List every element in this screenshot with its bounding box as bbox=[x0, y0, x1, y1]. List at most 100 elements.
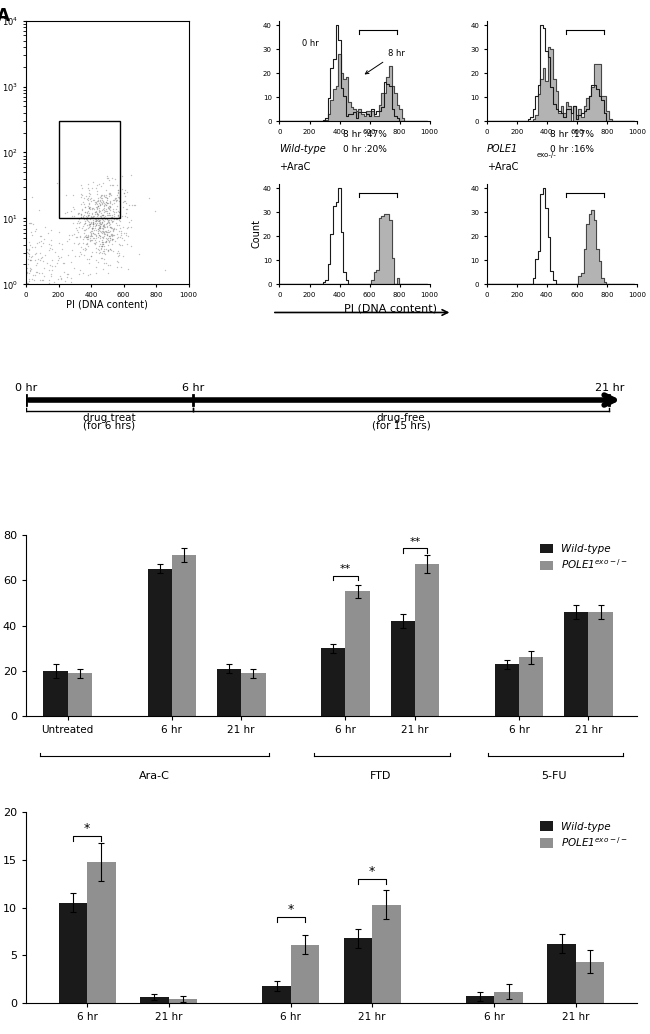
Point bbox=[120, 192, 130, 209]
Point bbox=[34, 265, 44, 281]
Text: 0 hr: 0 hr bbox=[302, 39, 318, 48]
Point bbox=[96, 189, 107, 206]
Point bbox=[114, 212, 125, 229]
Point bbox=[73, 206, 83, 222]
Point bbox=[112, 182, 123, 199]
Point bbox=[21, 265, 32, 281]
Point bbox=[114, 217, 125, 234]
Point bbox=[99, 241, 109, 257]
Point bbox=[103, 205, 114, 221]
Point bbox=[75, 188, 86, 205]
Point bbox=[46, 317, 56, 334]
Point bbox=[96, 189, 106, 206]
Point bbox=[112, 245, 122, 262]
Point bbox=[79, 207, 89, 223]
Point bbox=[98, 216, 109, 233]
Point bbox=[108, 177, 118, 193]
Point bbox=[69, 261, 79, 277]
Point bbox=[101, 280, 112, 297]
Point bbox=[28, 281, 38, 298]
Point bbox=[91, 240, 101, 256]
Point bbox=[98, 206, 109, 222]
Point bbox=[25, 263, 35, 279]
Point bbox=[99, 254, 109, 271]
Point bbox=[24, 286, 34, 303]
Point bbox=[114, 211, 124, 227]
Point bbox=[109, 219, 120, 236]
Point bbox=[91, 216, 101, 233]
Point bbox=[66, 227, 77, 244]
Point bbox=[90, 203, 101, 219]
Point bbox=[79, 215, 89, 232]
Text: +AraC: +AraC bbox=[280, 161, 311, 172]
Point bbox=[105, 329, 115, 345]
Point bbox=[101, 201, 112, 217]
Point bbox=[86, 206, 97, 222]
Point bbox=[83, 190, 93, 207]
Point bbox=[35, 278, 46, 295]
Point bbox=[91, 227, 101, 244]
Point bbox=[75, 227, 85, 244]
Point bbox=[122, 184, 132, 201]
Point bbox=[90, 194, 100, 211]
Point bbox=[87, 219, 98, 236]
Point bbox=[56, 248, 66, 265]
Point bbox=[62, 233, 72, 249]
Point bbox=[107, 219, 117, 236]
Point bbox=[46, 222, 56, 239]
Point bbox=[87, 200, 98, 216]
Point bbox=[98, 200, 109, 216]
Text: **: ** bbox=[410, 537, 421, 547]
Point bbox=[83, 197, 93, 214]
Point bbox=[81, 236, 92, 252]
Bar bbox=[241, 673, 266, 717]
Point bbox=[104, 185, 114, 202]
Point bbox=[92, 212, 102, 229]
Point bbox=[57, 236, 68, 252]
Point bbox=[115, 237, 125, 253]
Point bbox=[105, 230, 115, 246]
Point bbox=[109, 204, 119, 220]
Point bbox=[47, 263, 57, 279]
Point bbox=[44, 256, 55, 273]
Point bbox=[120, 208, 130, 224]
Point bbox=[101, 168, 112, 184]
Point bbox=[79, 229, 89, 245]
Point bbox=[113, 182, 124, 199]
Point bbox=[87, 201, 98, 217]
Point bbox=[118, 225, 129, 242]
Point bbox=[108, 220, 118, 237]
Point bbox=[105, 215, 115, 232]
Point bbox=[99, 238, 109, 254]
Point bbox=[114, 192, 124, 209]
Point bbox=[105, 202, 116, 218]
Point bbox=[76, 279, 86, 296]
Point bbox=[99, 251, 109, 268]
Point bbox=[104, 227, 114, 244]
Point bbox=[85, 201, 96, 217]
Point bbox=[57, 278, 68, 295]
Point bbox=[88, 230, 99, 246]
Point bbox=[97, 210, 107, 226]
Point bbox=[47, 257, 57, 274]
Point bbox=[99, 218, 109, 235]
Point bbox=[87, 212, 98, 229]
Point bbox=[101, 230, 111, 246]
Point bbox=[110, 171, 120, 187]
Point bbox=[82, 217, 92, 234]
Point bbox=[27, 226, 37, 243]
Point bbox=[111, 190, 122, 207]
Point bbox=[91, 210, 101, 226]
Legend: Wild-type, POLE1$^{exo-/-}$: Wild-type, POLE1$^{exo-/-}$ bbox=[536, 540, 632, 575]
Point bbox=[86, 227, 97, 244]
Point bbox=[117, 237, 127, 253]
Point bbox=[27, 247, 37, 264]
Point bbox=[78, 265, 88, 281]
Point bbox=[27, 295, 38, 311]
Point bbox=[31, 244, 42, 261]
Point bbox=[62, 204, 72, 220]
Text: *: * bbox=[288, 903, 294, 916]
Point bbox=[75, 209, 86, 225]
Point bbox=[126, 166, 136, 183]
Point bbox=[24, 287, 34, 304]
